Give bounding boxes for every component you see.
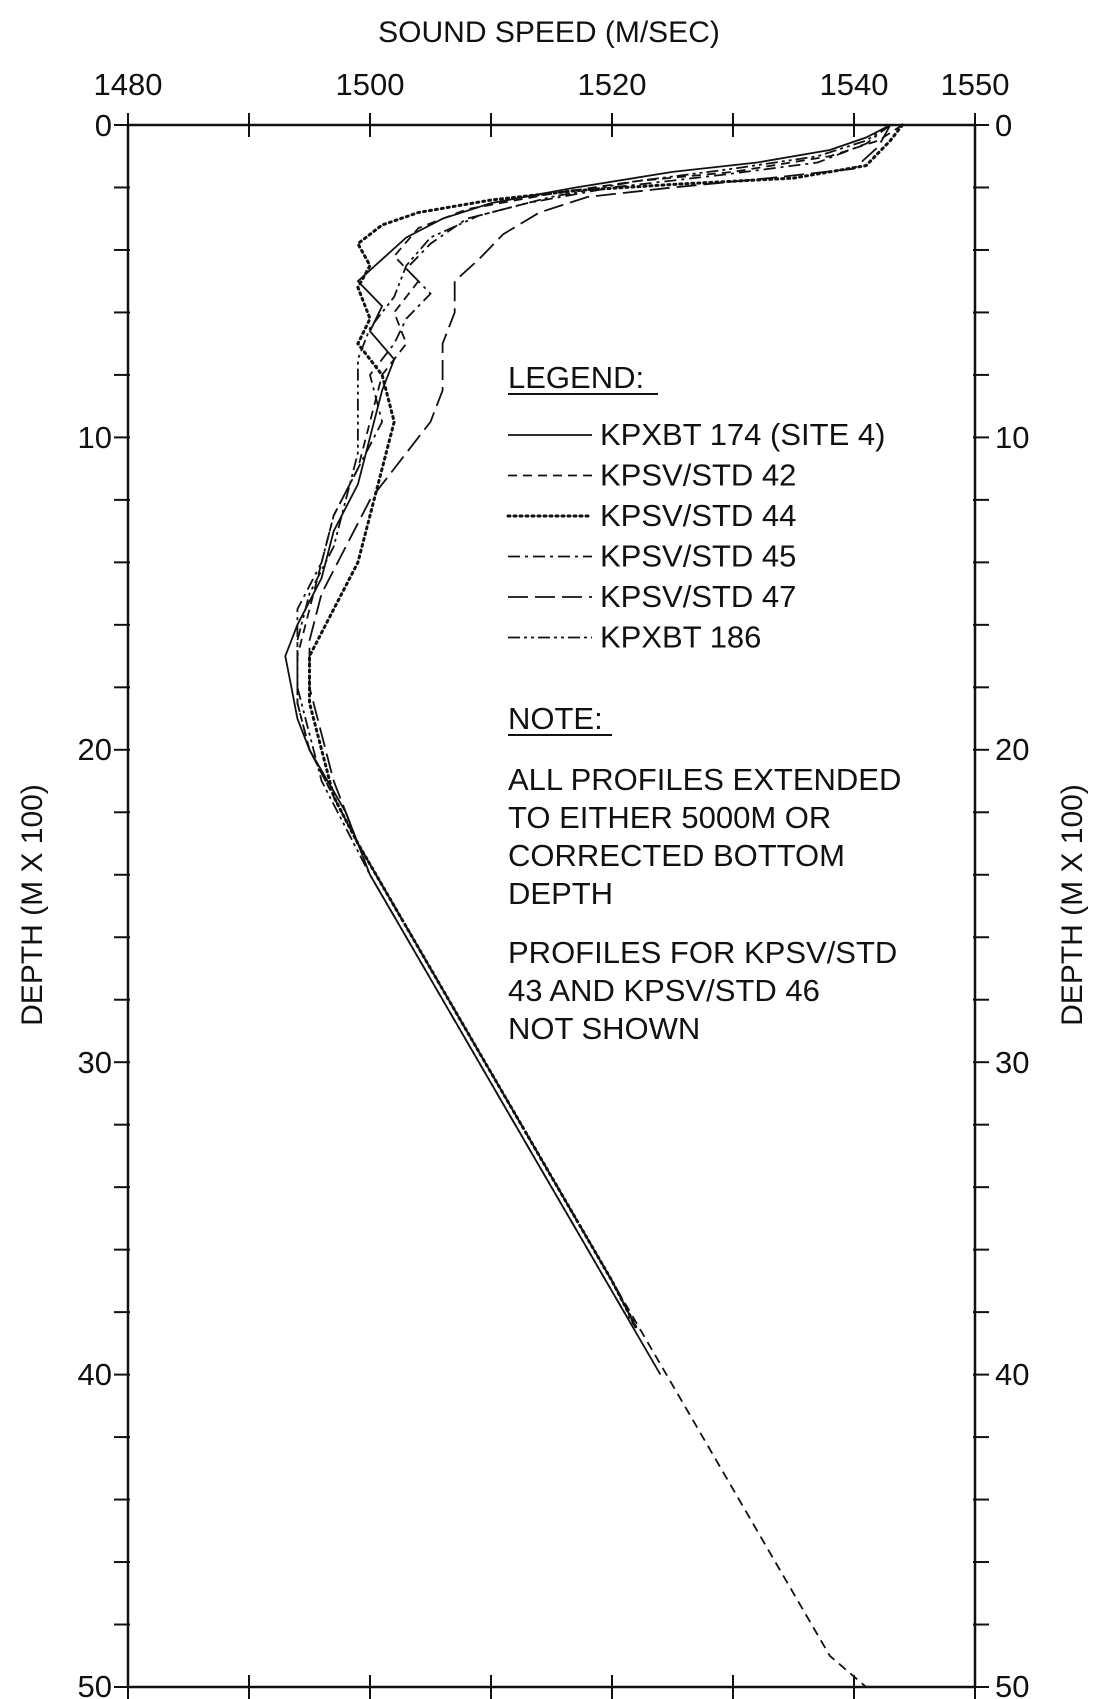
x-tick-label: 1480 xyxy=(94,67,163,102)
y-tick-label-right: 50 xyxy=(995,1669,1029,1699)
y-tick-label-right: 10 xyxy=(995,420,1029,455)
series-line-0 xyxy=(284,124,891,1376)
legend-items: KPXBT 174 (SITE 4) KPSV/STD 42 KPSV/STD 44… xyxy=(506,417,885,655)
legend: LEGEND: KPXBT 174 (SITE 4) KPSV/STD 42 KPS… xyxy=(506,360,885,655)
series-line-2 xyxy=(308,123,904,1330)
axes-frame xyxy=(126,123,977,1689)
y-tick-label-left: 10 xyxy=(78,420,112,455)
series-line-3 xyxy=(296,124,891,1329)
y-tick-label-right: 30 xyxy=(995,1045,1029,1080)
legend-item-label: KPSV/STD 42 xyxy=(600,458,796,493)
legend-item-label: KPXBT 174 (SITE 4) xyxy=(600,417,885,452)
x-axis-title: SOUND SPEED (M/SEC) xyxy=(378,16,720,49)
x-tick-label: 1500 xyxy=(336,67,405,102)
note: NOTE: ALL PROFILES EXTENDED TO EITHER 50… xyxy=(508,701,901,1046)
note-line: TO EITHER 5000M OR xyxy=(508,800,831,835)
y-tick-label-left: 0 xyxy=(95,108,112,143)
note-title: NOTE: xyxy=(508,701,603,736)
y-axis-title-left: DEPTH (M X 100) xyxy=(16,784,49,1026)
y-tick-label-right: 0 xyxy=(995,108,1012,143)
note-line: PROFILES FOR KPSV/STD xyxy=(508,935,897,970)
note-line: NOT SHOWN xyxy=(508,1011,700,1046)
x-tick-label: 1520 xyxy=(578,67,647,102)
y-tick-label-left: 50 xyxy=(78,1669,112,1699)
legend-title: LEGEND: xyxy=(508,360,644,395)
y-tick-label-right: 20 xyxy=(995,732,1029,767)
y-tick-label-left: 20 xyxy=(78,732,112,767)
legend-item-label: KPSV/STD 45 xyxy=(600,539,796,574)
y-tick-label-left: 30 xyxy=(78,1045,112,1080)
series-line-5 xyxy=(296,124,891,1329)
legend-item-label: KPSV/STD 47 xyxy=(600,579,796,614)
series-line-4 xyxy=(308,124,892,1329)
note-line: ALL PROFILES EXTENDED xyxy=(508,762,901,797)
legend-item-label: KPXBT 186 xyxy=(600,620,761,655)
x-tick-label: 1540 xyxy=(820,67,889,102)
axis-ticks xyxy=(114,113,989,1699)
x-tick-label: 1550 xyxy=(941,67,1010,102)
legend-item-label: KPSV/STD 44 xyxy=(600,498,796,533)
y-tick-label-right: 40 xyxy=(995,1357,1029,1392)
note-line: DEPTH xyxy=(508,876,613,911)
y-axis-title-right: DEPTH (M X 100) xyxy=(1056,784,1089,1026)
note-line: 43 AND KPSV/STD 46 xyxy=(508,973,820,1008)
series-layer xyxy=(284,123,904,1688)
y-tick-label-left: 40 xyxy=(78,1357,112,1392)
note-line: CORRECTED BOTTOM xyxy=(508,838,845,873)
